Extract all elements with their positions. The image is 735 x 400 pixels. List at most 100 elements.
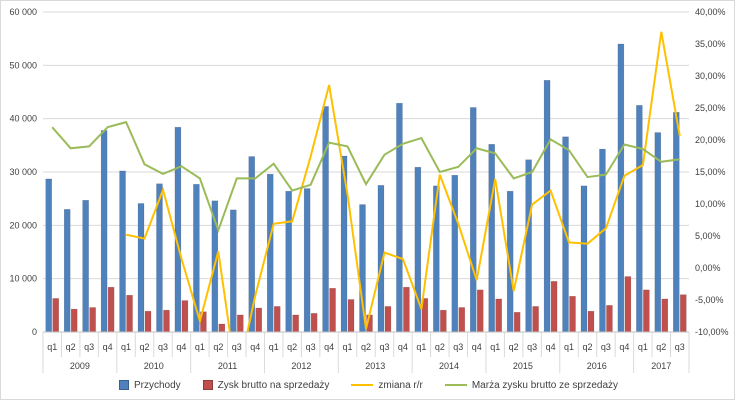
bar-zysk-brutto	[440, 309, 447, 333]
y-left-tick-label: 50 000	[9, 60, 37, 70]
x-quarter-label: q3	[527, 342, 537, 352]
bar-zysk-brutto	[237, 314, 244, 333]
bar-zysk-brutto	[329, 288, 336, 333]
x-quarter-label: q4	[250, 342, 260, 352]
x-quarter-label: q4	[103, 342, 113, 352]
y-left-tick-label: 60 000	[9, 7, 37, 17]
x-quarter-label: q4	[546, 342, 556, 352]
bar-przychody	[469, 107, 477, 333]
x-quarter-label: q3	[306, 342, 316, 352]
y-right-tick-label: 35,00%	[695, 39, 726, 49]
legend-label: zmiana r/r	[378, 379, 423, 391]
y-left-tick-label: 30 000	[9, 167, 37, 177]
bar-zysk-brutto	[587, 310, 595, 333]
legend-swatch	[351, 384, 374, 386]
x-year-label: 2015	[513, 361, 533, 371]
y-right-tick-label: 15,00%	[695, 167, 726, 177]
bar-przychody	[580, 185, 588, 333]
bar-zysk-brutto	[661, 298, 669, 333]
bar-zysk-brutto	[569, 296, 576, 333]
x-quarter-label: q2	[582, 342, 592, 352]
x-quarter-label: q4	[324, 342, 334, 352]
x-quarter-label: q1	[47, 342, 57, 352]
x-quarter-label: q3	[84, 342, 94, 352]
bar-zysk-brutto	[643, 289, 650, 333]
bar-zysk-brutto	[89, 307, 96, 333]
bar-przychody	[82, 200, 89, 333]
y-left-tick-label: 10 000	[9, 274, 37, 284]
x-year-label: 2013	[365, 361, 385, 371]
x-quarter-label: q2	[656, 342, 666, 352]
x-quarter-label: q1	[490, 342, 500, 352]
bar-zysk-brutto	[458, 307, 466, 333]
x-year-label: 2010	[144, 361, 164, 371]
y-right-tick-label: -10,00%	[695, 327, 729, 337]
x-quarter-label: q4	[176, 342, 186, 352]
legend-item: Przychody	[118, 378, 181, 392]
bar-przychody	[230, 209, 237, 333]
x-quarter-label: q1	[343, 342, 353, 352]
x-quarter-label: q4	[398, 342, 408, 352]
x-quarter-label: q3	[232, 342, 242, 352]
x-quarter-label: q3	[158, 342, 168, 352]
bar-zysk-brutto	[550, 281, 558, 333]
legend-label: Marża zysku brutto ze sprzedaży	[471, 379, 619, 391]
bar-przychody	[488, 144, 495, 333]
bar-zysk-brutto	[624, 276, 632, 333]
x-quarter-label: q4	[472, 342, 482, 352]
y-right-tick-label: 0,00%	[695, 263, 721, 273]
bar-przychody	[119, 170, 126, 333]
legend-swatch	[202, 380, 213, 390]
x-quarter-label: q1	[564, 342, 574, 352]
x-quarter-label: q1	[638, 342, 648, 352]
y-right-tick-label: 40,00%	[695, 7, 726, 17]
x-quarter-label: q2	[435, 342, 445, 352]
x-year-label: 2016	[587, 361, 607, 371]
x-quarter-label: q3	[453, 342, 463, 352]
x-quarter-label: q3	[379, 342, 389, 352]
bar-przychody	[174, 126, 182, 333]
bar-zysk-brutto	[107, 286, 115, 333]
bar-zysk-brutto	[680, 294, 687, 333]
x-quarter-label: q2	[509, 342, 519, 352]
legend-label: Zysk brutto na sprzedaży	[217, 379, 330, 391]
combo-chart: 0 10 000 20 000 30 000 40 000 50 000 60 000 -10…	[9, 7, 729, 373]
bar-przychody	[673, 112, 680, 333]
x-quarter-label: q2	[287, 342, 297, 352]
x-year-label: 2014	[439, 361, 459, 371]
bar-zysk-brutto	[292, 314, 299, 333]
y-left-tick-label: 20 000	[9, 220, 37, 230]
y-left-tick-label: 40 000	[9, 114, 37, 124]
bar-zysk-brutto	[70, 308, 78, 333]
bar-przychody	[266, 173, 274, 333]
y-right-tick-label: -5,00%	[695, 295, 724, 305]
x-quarter-label: q2	[66, 342, 76, 352]
y-right-tick-label: 30,00%	[695, 71, 726, 81]
bar-zysk-brutto	[52, 298, 59, 333]
bar-przychody	[100, 130, 108, 333]
y-right-tick-label: 5,00%	[695, 231, 721, 241]
x-quarter-label: q4	[619, 342, 629, 352]
bar-przychody	[322, 106, 329, 333]
y-right-tick-label: 20,00%	[695, 135, 726, 145]
bar-zysk-brutto	[495, 298, 502, 333]
bar-przychody	[433, 185, 440, 333]
y-left-tick-label: 0	[32, 327, 37, 337]
bar-przychody	[451, 174, 459, 333]
bar-zysk-brutto	[163, 309, 170, 333]
bar-zysk-brutto	[310, 313, 318, 333]
bar-przychody	[396, 102, 403, 333]
x-quarter-label: q3	[675, 342, 685, 352]
bar-zysk-brutto	[606, 305, 613, 333]
legend-swatch	[118, 380, 129, 390]
legend-item: zmiana r/r	[351, 378, 423, 392]
x-quarter-label: q1	[195, 342, 205, 352]
x-quarter-label: q2	[140, 342, 150, 352]
x-year-label: 2011	[218, 361, 237, 371]
x-year-label: 2012	[291, 361, 311, 371]
bar-zysk-brutto	[255, 307, 263, 333]
legend-label: Przychody	[133, 379, 181, 391]
x-year-label: 2009	[70, 361, 90, 371]
bar-przychody	[285, 190, 292, 333]
